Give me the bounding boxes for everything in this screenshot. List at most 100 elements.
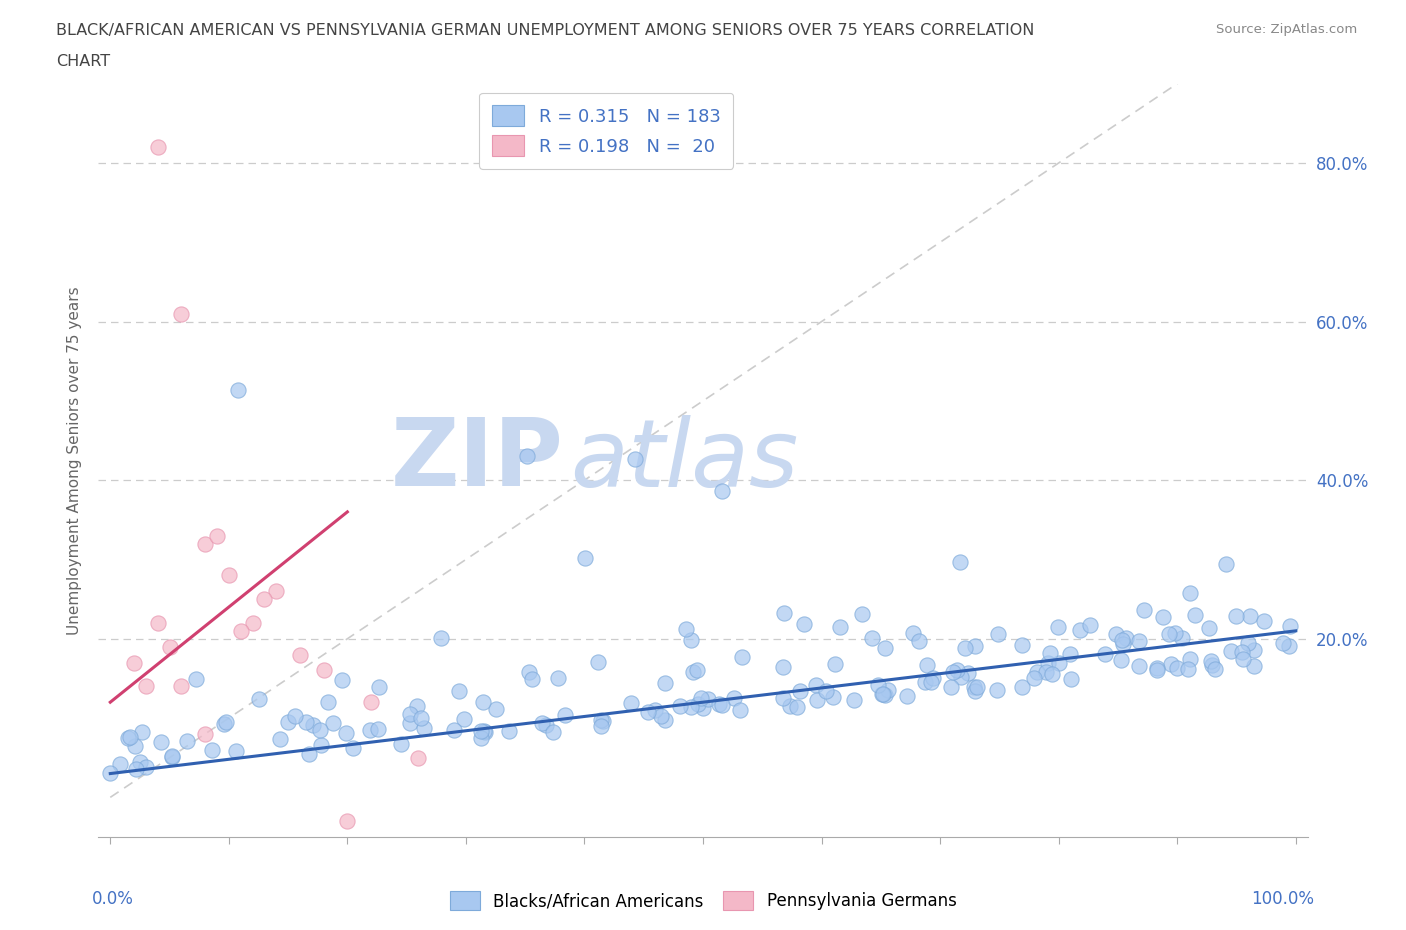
Point <box>215 714 238 729</box>
Point <box>1011 680 1033 695</box>
Point <box>828 619 851 634</box>
Point <box>806 677 828 692</box>
Point <box>873 688 896 703</box>
Point <box>335 725 357 740</box>
Point <box>914 674 936 689</box>
Point <box>941 679 963 694</box>
Point <box>669 698 692 713</box>
Point <box>264 584 287 599</box>
Point <box>779 698 801 713</box>
Point <box>1011 637 1033 652</box>
Point <box>692 700 714 715</box>
Point <box>730 702 752 717</box>
Point <box>592 713 614 728</box>
Point <box>986 683 1008 698</box>
Point <box>332 672 354 687</box>
Point <box>574 551 596 565</box>
Point <box>398 707 420 722</box>
Point <box>226 382 249 397</box>
Point <box>229 623 252 638</box>
Point <box>253 591 276 606</box>
Point <box>485 701 508 716</box>
Point <box>531 716 554 731</box>
Point <box>1204 662 1226 677</box>
Point <box>679 699 702 714</box>
Point <box>686 697 709 711</box>
Point <box>128 754 150 769</box>
Point <box>360 695 382 710</box>
Point <box>710 483 733 498</box>
Point <box>1278 639 1301 654</box>
Point <box>682 664 704 679</box>
Text: CHART: CHART <box>56 54 110 69</box>
Point <box>591 712 613 727</box>
Point <box>160 749 183 764</box>
Point <box>302 718 325 733</box>
Point <box>1180 652 1202 667</box>
Point <box>1128 634 1150 649</box>
Point <box>1157 626 1180 641</box>
Point <box>654 676 676 691</box>
Point <box>205 528 228 543</box>
Text: atlas: atlas <box>569 415 799 506</box>
Point <box>1230 644 1253 659</box>
Point <box>851 606 873 621</box>
Point <box>100 765 122 780</box>
Point <box>160 749 183 764</box>
Point <box>872 686 894 701</box>
Point <box>946 662 969 677</box>
Point <box>519 664 541 679</box>
Point <box>620 696 643 711</box>
Point <box>789 684 811 698</box>
Point <box>125 762 148 777</box>
Point <box>1036 656 1059 671</box>
Point <box>342 741 364 756</box>
Point <box>696 691 718 706</box>
Text: 0.0%: 0.0% <box>93 890 134 908</box>
Point <box>135 759 157 774</box>
Point <box>896 688 918 703</box>
Point <box>118 729 141 744</box>
Point <box>389 737 412 751</box>
Point <box>218 568 240 583</box>
Point <box>131 724 153 739</box>
Point <box>1170 631 1192 645</box>
Point <box>443 722 465 737</box>
Point <box>1024 671 1046 685</box>
Point <box>793 617 815 631</box>
Point <box>920 675 942 690</box>
Point <box>159 639 181 654</box>
Point <box>723 691 745 706</box>
Point <box>815 684 838 698</box>
Point <box>225 743 247 758</box>
Point <box>470 731 492 746</box>
Point <box>170 679 193 694</box>
Point <box>1035 665 1057 680</box>
Point <box>1094 646 1116 661</box>
Point <box>453 711 475 726</box>
Point <box>690 690 713 705</box>
Point <box>1133 603 1156 618</box>
Point <box>117 731 139 746</box>
Text: Source: ZipAtlas.com: Source: ZipAtlas.com <box>1216 23 1357 36</box>
Point <box>965 639 987 654</box>
Point <box>786 699 808 714</box>
Point <box>411 711 433 725</box>
Point <box>1279 619 1302 634</box>
Point <box>359 723 381 737</box>
Point <box>877 683 900 698</box>
Point <box>710 698 733 712</box>
Point <box>516 449 538 464</box>
Point <box>534 718 557 733</box>
Point <box>1039 645 1062 660</box>
Point <box>591 719 613 734</box>
Point <box>772 659 794 674</box>
Point <box>541 724 564 739</box>
Point <box>1253 614 1275 629</box>
Point <box>922 671 945 685</box>
Point <box>269 731 291 746</box>
Point <box>212 716 235 731</box>
Point <box>1215 557 1237 572</box>
Point <box>623 451 645 466</box>
Point <box>1237 635 1260 650</box>
